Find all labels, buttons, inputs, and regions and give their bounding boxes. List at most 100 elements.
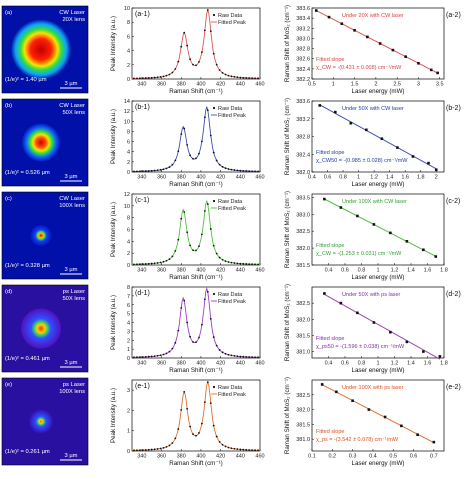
x-tick-label: 0.4 [308, 175, 316, 181]
raw-data-point [133, 263, 135, 266]
raw-data-point [147, 170, 150, 172]
x-tick-label: 420 [216, 82, 225, 88]
raw-data-point [180, 217, 183, 220]
y-tick-label: 2 [127, 251, 130, 257]
raw-data-point [189, 154, 191, 157]
raw-data-point [257, 77, 259, 80]
raw-data-point [150, 262, 153, 265]
raw-data-point [230, 447, 233, 450]
raw-data-point [183, 127, 186, 130]
laser-spot [21, 122, 61, 163]
raw-data-point [177, 60, 180, 63]
raw-data-point [224, 352, 227, 355]
x-tick-label: 2 [435, 175, 438, 181]
raw-data-point [136, 449, 138, 452]
raw-data-point [162, 353, 165, 356]
image-label: (e) [5, 382, 12, 388]
y-tick-label: 6 [127, 303, 130, 309]
raw-data-point [159, 354, 162, 357]
x-tick-label: 2 [374, 82, 377, 88]
spot-diameter: (1/e)² = 1.40 µm [5, 77, 47, 83]
raw-data-point [192, 249, 194, 252]
raw-data-point [203, 116, 206, 119]
spectrum-y-label: Peak Intensity (a.u.) [110, 388, 117, 443]
spectrum-y-label: Peak Intensity (a.u.) [110, 109, 117, 164]
x-tick-label: 440 [236, 82, 245, 88]
x-tick-label: 360 [157, 268, 166, 274]
data-point [422, 350, 425, 353]
y-tick-label: 1 [127, 347, 130, 353]
laser-spot [11, 19, 71, 80]
raw-data-point [192, 433, 194, 436]
y-tick-label: 383.0 [296, 212, 310, 218]
data-point [436, 71, 439, 75]
raw-data-point [239, 76, 242, 79]
scale-bar-label: 3 µm [64, 174, 77, 180]
data-point [356, 214, 359, 218]
raw-data-point [245, 355, 248, 358]
fit-line [321, 384, 435, 444]
data-point [427, 161, 430, 165]
shift-plot-area [311, 193, 445, 266]
y-tick-label: 383.4 [296, 16, 310, 22]
raw-data-point [171, 442, 174, 444]
data-point [327, 15, 331, 19]
raw-data-point [209, 134, 212, 137]
spectrum-plot-area [131, 379, 261, 452]
raw-data-point [189, 335, 191, 338]
raw-data-point [198, 245, 200, 248]
shift-y-label: Raman Shift of MoS₂ (cm⁻¹) [284, 377, 291, 454]
raw-data-point [248, 77, 251, 79]
x-tick-label: 1.8 [440, 361, 448, 367]
y-tick-label: 6 [127, 228, 130, 234]
raw-data-point [227, 261, 230, 263]
fit-title: Fitted slope [316, 57, 344, 63]
raw-data-point [141, 263, 144, 265]
legend-raw-label: Raw Data [218, 199, 243, 205]
y-tick-label: 381.5 [296, 422, 310, 428]
x-tick-label: 400 [196, 361, 205, 367]
raw-data-point [138, 356, 141, 359]
y-tick-label: 0 [127, 263, 130, 269]
spot-diameter: (1/e)² = 0.461 µm [5, 356, 50, 362]
raw-data-point [168, 350, 171, 353]
data-point [339, 206, 343, 209]
fit-line [324, 198, 436, 257]
raw-data-point [198, 432, 200, 434]
raw-data-point [183, 211, 186, 213]
raw-data-point [221, 165, 224, 168]
x-tick-label: 400 [196, 268, 205, 274]
raw-data-point [141, 170, 144, 173]
y-tick-label: 383.5 [296, 195, 310, 201]
x-tick-label: 0.4 [325, 268, 333, 274]
y-tick-label: 382.0 [296, 246, 310, 252]
x-tick-label: 380 [177, 175, 186, 181]
y-tick-label: 1 [127, 429, 130, 435]
raw-data-point [254, 170, 256, 173]
raw-data-point [254, 77, 256, 80]
y-tick-label: 383.6 [296, 6, 310, 12]
raw-data-point [186, 143, 189, 146]
y-tick-label: 382.0 [296, 170, 310, 176]
raw-data-point [221, 258, 224, 261]
image-label: (c) [5, 196, 12, 202]
x-tick-label: 360 [157, 82, 166, 88]
raw-data-point [183, 31, 186, 34]
raw-data-point [177, 238, 180, 241]
raw-data-point [230, 354, 233, 357]
raw-data-point [224, 167, 227, 170]
raw-data-point [236, 448, 239, 451]
spectrum-plot-area [131, 286, 261, 359]
y-tick-label: 382.4 [296, 152, 310, 158]
raw-data-point [165, 167, 168, 170]
fit-title: Fitted slope [316, 243, 344, 249]
raw-data-point [257, 356, 259, 359]
raw-data-point [201, 140, 203, 143]
legend-raw-label: Raw Data [218, 13, 243, 19]
raw-data-point [242, 76, 245, 79]
y-tick-label: 10 [124, 6, 130, 12]
raw-data-point [153, 355, 156, 358]
raw-data-point [144, 449, 147, 451]
spectrum-panel-label: (b-1) [135, 104, 150, 111]
raw-data-point [233, 354, 236, 357]
